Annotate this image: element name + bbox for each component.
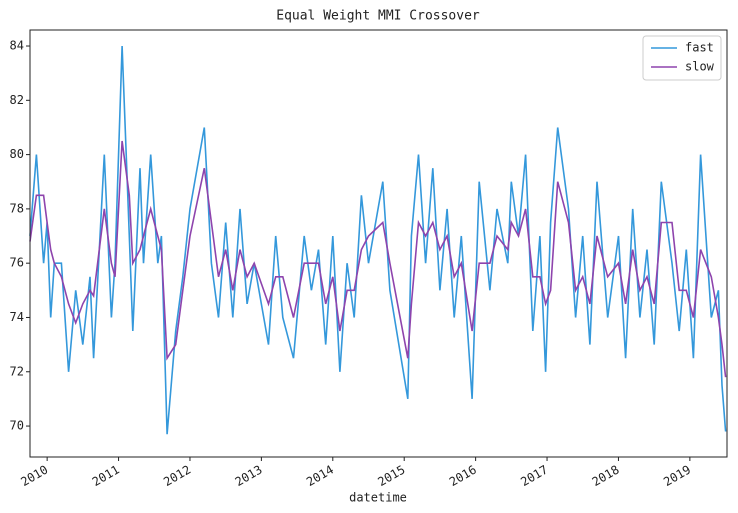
y-tick-label: 82 [10,93,24,107]
x-tick-label: 2014 [304,463,336,490]
x-tick-label: 2012 [161,463,193,490]
y-tick-label: 70 [10,419,24,433]
line-fast [29,45,727,435]
y-tick-label: 72 [10,364,24,378]
y-tick-label: 84 [10,39,24,53]
x-tick-label: 2019 [661,463,693,490]
x-tick-label: 2017 [518,463,550,490]
x-tick-label: 2015 [375,463,407,490]
x-tick-label: 2010 [18,463,50,490]
chart-title: Equal Weight MMI Crossover [276,9,480,24]
legend-label: fast [685,41,714,55]
legend-label: slow [685,60,715,74]
y-tick-label: 76 [10,256,24,270]
plot-frame [29,29,728,458]
y-tick-label: 74 [10,310,24,324]
x-tick-label: 2016 [447,463,479,490]
y-tick-label: 80 [10,147,24,161]
y-tick-label: 78 [10,201,24,215]
legend-box [642,35,722,81]
x-tick-label: 2011 [90,463,122,490]
line-slow [29,140,727,378]
x-tick-label: 2013 [233,463,265,490]
x-axis-label: datetime [349,491,407,505]
x-tick-label: 2018 [590,463,622,490]
